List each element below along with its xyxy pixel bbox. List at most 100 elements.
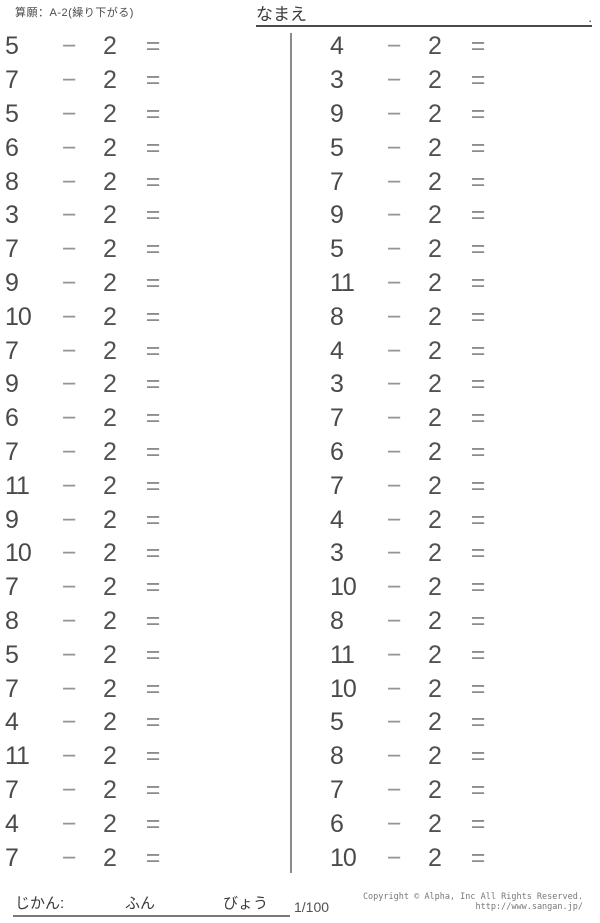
answer-space — [175, 503, 285, 537]
problem-row: 8 − 2 = — [330, 740, 595, 774]
answer-space — [175, 30, 285, 64]
answer-space — [500, 98, 595, 132]
equals-sign: = — [470, 235, 486, 264]
subtrahend: 2 — [103, 505, 117, 534]
answer-space — [500, 571, 595, 605]
equals-sign: = — [145, 32, 161, 61]
minuend: 10 — [5, 539, 32, 568]
minuend: 3 — [330, 370, 344, 399]
subtrahend: 2 — [428, 133, 442, 162]
subtrahend: 2 — [103, 843, 117, 872]
minutes-label: ふん — [125, 895, 156, 912]
answer-space — [175, 571, 285, 605]
minuend: 9 — [330, 201, 344, 230]
subtrahend: 2 — [103, 268, 117, 297]
minus-operator: − — [386, 370, 402, 399]
equals-sign: = — [145, 775, 161, 804]
minuend: 4 — [5, 809, 19, 838]
answer-space — [500, 605, 595, 639]
subtrahend: 2 — [103, 99, 117, 128]
equals-sign: = — [470, 708, 486, 737]
subtrahend: 2 — [103, 708, 117, 737]
minuend: 4 — [330, 32, 344, 61]
answer-space — [175, 740, 285, 774]
problem-row: 4 − 2 = — [5, 807, 285, 841]
minus-operator: − — [386, 437, 402, 466]
minuend: 10 — [5, 302, 32, 331]
subtrahend: 2 — [428, 471, 442, 500]
problem-row: 10 − 2 = — [5, 537, 285, 571]
problem-row: 10 − 2 = — [330, 672, 595, 706]
answer-space — [500, 64, 595, 98]
minuend: 7 — [5, 775, 19, 804]
subtrahend: 2 — [428, 708, 442, 737]
answer-space — [175, 267, 285, 301]
subtrahend: 2 — [428, 167, 442, 196]
minus-operator: − — [61, 674, 77, 703]
problem-row: 11 − 2 = — [330, 638, 595, 672]
subtrahend: 2 — [103, 32, 117, 61]
problem-row: 4 − 2 = — [330, 30, 595, 64]
minuend: 5 — [5, 640, 19, 669]
equals-sign: = — [145, 505, 161, 534]
minus-operator: − — [61, 302, 77, 331]
answer-space — [175, 638, 285, 672]
minuend: 11 — [330, 640, 355, 669]
equals-sign: = — [145, 573, 161, 602]
minuend: 7 — [330, 775, 344, 804]
answer-space — [500, 402, 595, 436]
problem-row: 4 − 2 = — [330, 503, 595, 537]
equals-sign: = — [470, 268, 486, 297]
copyright: Copyright © Alpha, Inc All Rights Reserv… — [363, 892, 583, 912]
answer-space — [175, 841, 285, 875]
minus-operator: − — [61, 437, 77, 466]
minus-operator: − — [386, 268, 402, 297]
equals-sign: = — [470, 640, 486, 669]
minuend: 8 — [5, 606, 19, 635]
equals-sign: = — [470, 167, 486, 196]
minus-operator: − — [386, 133, 402, 162]
answer-space — [500, 267, 595, 301]
minus-operator: − — [386, 235, 402, 264]
answer-space — [175, 402, 285, 436]
equals-sign: = — [145, 708, 161, 737]
answer-space — [175, 469, 285, 503]
equals-sign: = — [470, 99, 486, 128]
equals-sign: = — [145, 404, 161, 433]
minuend: 11 — [5, 742, 30, 771]
subtrahend: 2 — [428, 201, 442, 230]
minus-operator: − — [386, 167, 402, 196]
minus-operator: − — [61, 32, 77, 61]
problem-row: 6 − 2 = — [330, 436, 595, 470]
problem-row: 9 − 2 = — [5, 368, 285, 402]
minus-operator: − — [386, 99, 402, 128]
minuend: 10 — [330, 674, 357, 703]
minuend: 3 — [330, 66, 344, 95]
answer-space — [500, 672, 595, 706]
minus-operator: − — [61, 708, 77, 737]
problem-row: 8 − 2 = — [5, 165, 285, 199]
answer-space — [500, 30, 595, 64]
problem-row: 5 − 2 = — [330, 233, 595, 267]
subtrahend: 2 — [103, 674, 117, 703]
minuend: 5 — [5, 99, 19, 128]
minuend: 7 — [330, 404, 344, 433]
answer-space — [500, 233, 595, 267]
subtrahend: 2 — [103, 336, 117, 365]
subtrahend: 2 — [428, 336, 442, 365]
name-line-period: . — [588, 10, 592, 25]
minus-operator: − — [61, 235, 77, 264]
problem-row: 6 − 2 = — [5, 131, 285, 165]
problem-row: 11 − 2 = — [5, 740, 285, 774]
minus-operator: − — [61, 775, 77, 804]
subtrahend: 2 — [428, 742, 442, 771]
equals-sign: = — [470, 539, 486, 568]
subtrahend: 2 — [103, 302, 117, 331]
subtrahend: 2 — [428, 775, 442, 804]
worksheet-label: 算願：A-2(繰り下がる) — [15, 7, 134, 19]
answer-space — [175, 368, 285, 402]
seconds-label: びょう — [223, 895, 269, 912]
subtrahend: 2 — [103, 66, 117, 95]
minus-operator: − — [386, 539, 402, 568]
problem-row: 7 − 2 = — [5, 64, 285, 98]
